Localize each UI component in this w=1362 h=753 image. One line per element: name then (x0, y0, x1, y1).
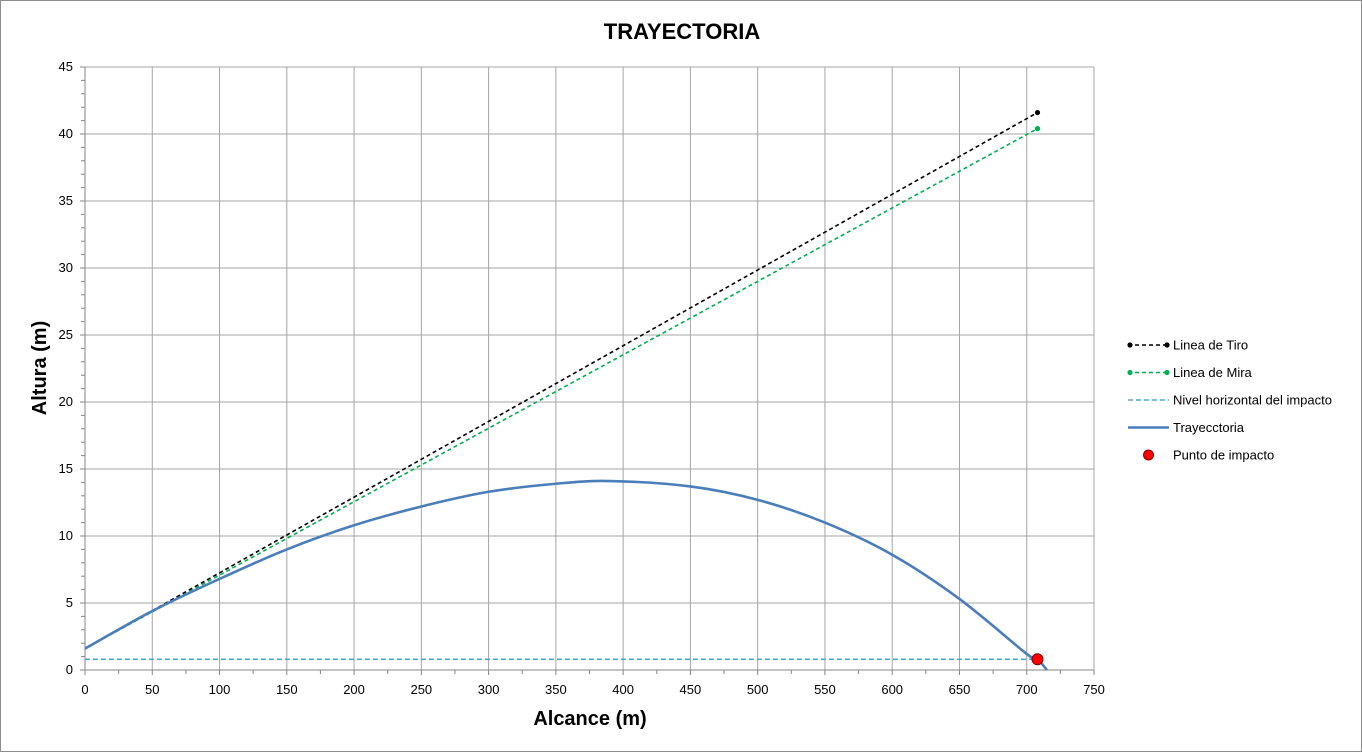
legend-label-punto-de-impacto: Punto de impacto (1173, 448, 1274, 463)
x-tick-label: 650 (949, 682, 971, 697)
x-tick-label: 250 (410, 682, 432, 697)
x-tick-label: 350 (545, 682, 567, 697)
series-end-marker-linea-de-mira (1034, 126, 1041, 132)
y-tick-label: 15 (59, 461, 73, 476)
y-axis-title: Altura (m) (29, 321, 51, 415)
legend-marker-punto-de-impacto (1143, 449, 1154, 461)
x-tick-label: 300 (478, 682, 500, 697)
x-tick-label: 100 (209, 682, 231, 697)
legend-label-linea-de-mira: Linea de Mira (1173, 365, 1253, 380)
grid (84, 66, 1095, 671)
legend: Linea de Tiro Linea de Mira Nivel horizont… (1127, 338, 1332, 463)
legend-marker-linea-de-tiro (1164, 342, 1170, 348)
x-tick-label: 150 (276, 682, 298, 697)
point-punto-de-impacto (1031, 653, 1044, 666)
series-line-trayecctoria (84, 479, 1048, 671)
legend-label-linea-de-tiro: Linea de Tiro (1173, 338, 1248, 353)
x-tick-labels: 0 50 100 150 200 250 300 350 400 450 500 550 600 650 7… (81, 682, 1104, 697)
series-group (84, 109, 1048, 671)
x-tick-label: 700 (1016, 682, 1038, 697)
x-tick-label: 0 (81, 682, 88, 697)
y-tick-label: 30 (59, 260, 73, 275)
y-tick-label: 20 (59, 394, 73, 409)
legend-marker-linea-de-mira (1164, 369, 1170, 376)
y-tick-labels: 0 5 10 15 20 25 30 35 40 45 (59, 59, 73, 677)
series-end-marker-linea-de-tiro (1034, 109, 1041, 116)
y-tick-label: 35 (59, 193, 73, 208)
series-line-linea-de-tiro (84, 111, 1038, 650)
y-tick-label: 45 (59, 59, 73, 74)
x-tick-label: 450 (680, 682, 702, 697)
x-tick-label: 750 (1083, 682, 1105, 697)
x-tick-label: 50 (145, 682, 159, 697)
x-tick-label: 500 (747, 682, 769, 697)
legend-label-trayecctoria: Trayecctoria (1173, 420, 1245, 435)
x-tick-label: 550 (814, 682, 836, 697)
series-line-linea-de-mira (84, 127, 1038, 650)
x-axis-title: Alcance (m) (533, 708, 646, 730)
y-tick-label: 0 (66, 662, 73, 677)
legend-label-nivel-horizontal-del-impacto: Nivel horizontal del impacto (1173, 393, 1332, 408)
x-tick-label: 600 (881, 682, 903, 697)
x-tick-label: 400 (612, 682, 634, 697)
y-tick-label: 40 (59, 126, 73, 141)
chart-title: TRAYECTORIA (604, 19, 761, 44)
axes (80, 66, 1095, 675)
y-tick-label: 5 (66, 595, 73, 610)
x-tick-label: 200 (343, 682, 365, 697)
legend-marker-linea-de-mira (1127, 369, 1133, 376)
y-tick-label: 25 (59, 327, 73, 342)
legend-marker-linea-de-tiro (1127, 342, 1133, 348)
y-tick-label: 10 (59, 528, 73, 543)
